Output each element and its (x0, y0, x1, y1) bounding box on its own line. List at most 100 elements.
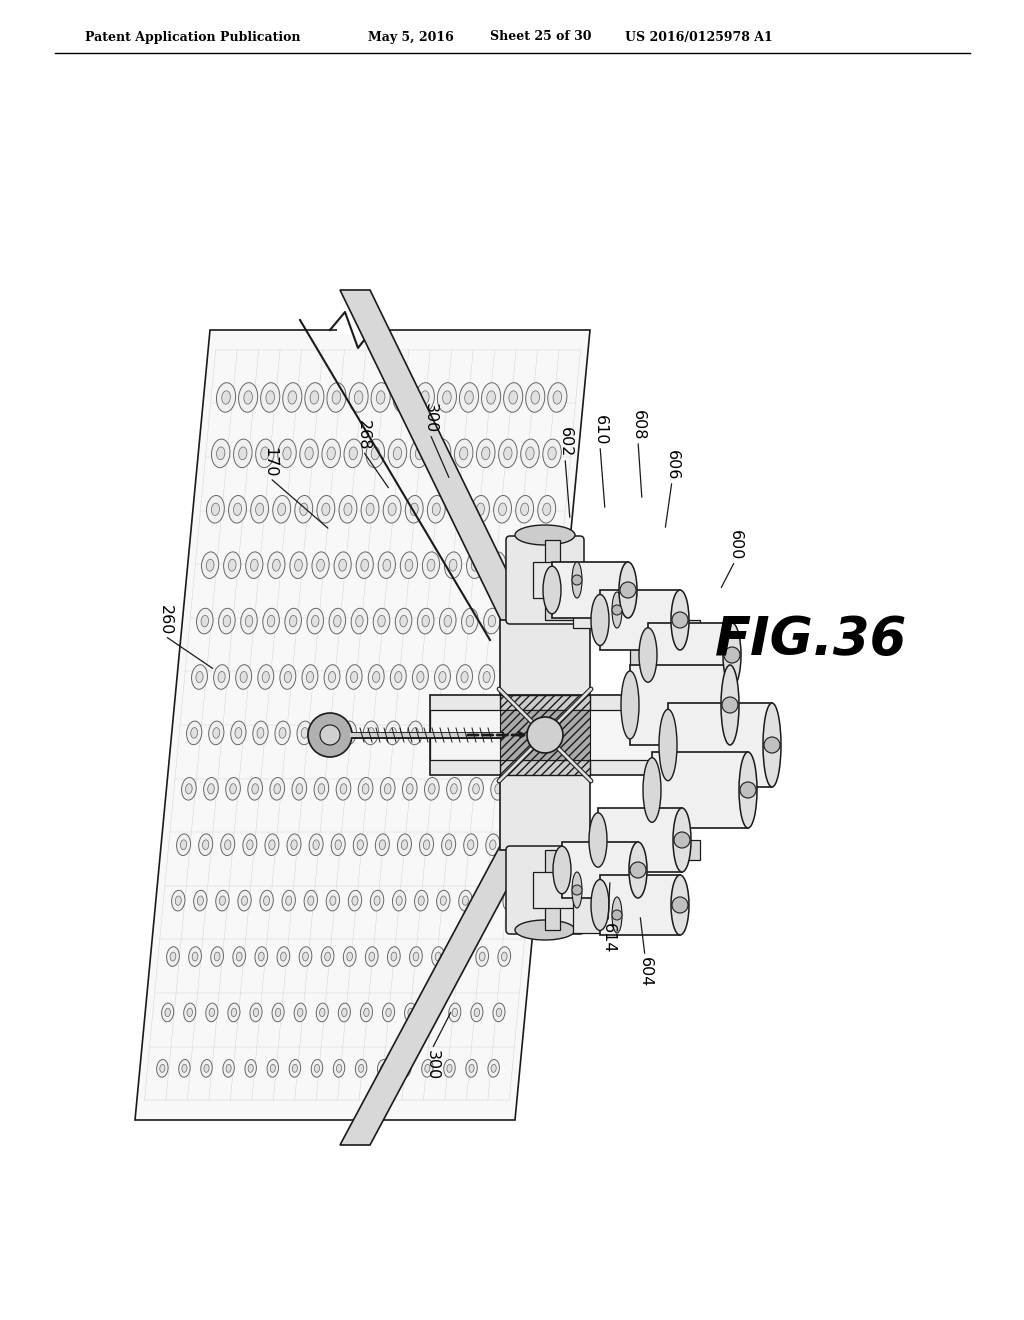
Ellipse shape (572, 562, 582, 598)
Ellipse shape (358, 1064, 364, 1072)
Ellipse shape (572, 873, 582, 908)
Ellipse shape (338, 1003, 350, 1022)
Ellipse shape (399, 1060, 411, 1077)
Ellipse shape (444, 615, 452, 627)
Bar (630, 665, 730, 744)
Ellipse shape (358, 777, 373, 800)
Ellipse shape (471, 495, 489, 523)
Ellipse shape (508, 834, 522, 855)
Ellipse shape (212, 440, 230, 467)
Ellipse shape (432, 946, 444, 966)
Ellipse shape (228, 1003, 240, 1022)
Ellipse shape (224, 840, 230, 850)
Ellipse shape (388, 440, 407, 467)
Ellipse shape (520, 503, 528, 516)
Ellipse shape (198, 896, 204, 906)
Ellipse shape (319, 721, 335, 744)
Ellipse shape (225, 777, 241, 800)
Ellipse shape (591, 594, 609, 645)
Ellipse shape (553, 391, 561, 404)
Circle shape (572, 884, 582, 895)
Ellipse shape (285, 609, 301, 634)
Bar (648, 623, 732, 686)
Ellipse shape (390, 665, 407, 689)
Ellipse shape (311, 615, 318, 627)
FancyBboxPatch shape (506, 846, 584, 935)
Ellipse shape (458, 952, 463, 961)
Ellipse shape (213, 727, 220, 738)
Ellipse shape (488, 615, 496, 627)
Circle shape (308, 713, 352, 756)
Ellipse shape (223, 615, 230, 627)
Ellipse shape (515, 560, 523, 572)
Ellipse shape (186, 721, 202, 744)
Text: US 2016/0125978 A1: US 2016/0125978 A1 (625, 30, 773, 44)
Ellipse shape (244, 391, 253, 404)
Ellipse shape (219, 896, 225, 906)
Circle shape (724, 647, 740, 663)
Ellipse shape (451, 784, 458, 793)
Ellipse shape (274, 721, 290, 744)
Bar (598, 808, 682, 873)
Ellipse shape (484, 896, 490, 906)
Ellipse shape (230, 721, 246, 744)
Ellipse shape (355, 1060, 367, 1077)
Ellipse shape (483, 609, 501, 634)
Ellipse shape (278, 503, 286, 516)
Ellipse shape (498, 946, 511, 966)
Ellipse shape (389, 727, 396, 738)
Ellipse shape (393, 383, 413, 412)
Ellipse shape (452, 721, 467, 744)
Ellipse shape (346, 665, 362, 689)
Text: Patent Application Publication: Patent Application Publication (85, 30, 300, 44)
Ellipse shape (270, 777, 285, 800)
Ellipse shape (435, 952, 441, 961)
Ellipse shape (483, 672, 490, 682)
Ellipse shape (464, 834, 478, 855)
Circle shape (612, 909, 622, 920)
Ellipse shape (288, 391, 297, 404)
Ellipse shape (418, 896, 424, 906)
Ellipse shape (255, 946, 267, 966)
Ellipse shape (292, 777, 306, 800)
Ellipse shape (311, 1060, 323, 1077)
Ellipse shape (425, 777, 439, 800)
Ellipse shape (222, 391, 230, 404)
Ellipse shape (305, 447, 313, 459)
Ellipse shape (457, 665, 472, 689)
Ellipse shape (383, 495, 401, 523)
Ellipse shape (548, 447, 556, 459)
Ellipse shape (455, 503, 463, 516)
Ellipse shape (204, 777, 218, 800)
Ellipse shape (243, 834, 257, 855)
Ellipse shape (394, 672, 401, 682)
Ellipse shape (256, 440, 274, 467)
Ellipse shape (296, 784, 303, 793)
Ellipse shape (267, 552, 285, 578)
Ellipse shape (474, 721, 489, 744)
Ellipse shape (317, 495, 335, 523)
Ellipse shape (406, 560, 413, 572)
Ellipse shape (404, 1003, 417, 1022)
Ellipse shape (506, 609, 522, 634)
Ellipse shape (384, 784, 391, 793)
Ellipse shape (466, 615, 473, 627)
Ellipse shape (673, 808, 691, 873)
Ellipse shape (248, 1064, 253, 1072)
Ellipse shape (334, 1060, 345, 1077)
Ellipse shape (324, 665, 340, 689)
Ellipse shape (176, 834, 190, 855)
Ellipse shape (553, 846, 571, 894)
Ellipse shape (452, 1008, 458, 1016)
Ellipse shape (503, 890, 516, 911)
Ellipse shape (367, 440, 385, 467)
Ellipse shape (278, 440, 296, 467)
Ellipse shape (223, 552, 241, 578)
Ellipse shape (283, 447, 291, 459)
Ellipse shape (538, 495, 556, 523)
Ellipse shape (392, 890, 406, 911)
Bar (600, 875, 680, 935)
Ellipse shape (211, 946, 223, 966)
Ellipse shape (353, 834, 368, 855)
Ellipse shape (515, 920, 575, 940)
